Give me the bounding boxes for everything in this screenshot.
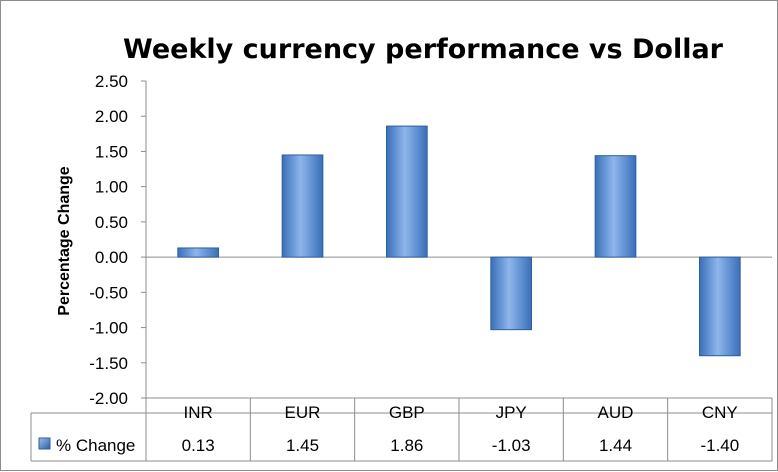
bars <box>177 125 741 357</box>
category-label: JPY <box>496 403 527 422</box>
data-table: INR 0.13 EUR 1.45 GBP 1.86 JPY -1.03 AUD 1.44 CNY -… <box>30 397 773 462</box>
bar-gbp <box>385 125 428 258</box>
category-label: EUR <box>285 403 321 422</box>
y-tick-label: 1.50 <box>95 142 128 161</box>
y-tick-label: -1.00 <box>89 319 128 338</box>
bar-eur <box>281 154 324 258</box>
y-tick-label: -2.00 <box>89 389 128 408</box>
category-label: CNY <box>702 403 738 422</box>
value-label: 0.13 <box>182 436 215 455</box>
y-tick-label: 1.00 <box>95 178 128 197</box>
y-tick-label: 0.00 <box>95 248 128 267</box>
y-tick-label: 2.50 <box>95 72 128 91</box>
category-label: INR <box>184 403 213 422</box>
series-name: % Change <box>56 436 135 455</box>
y-tick-label: 0.50 <box>95 213 128 232</box>
bar-inr <box>177 247 220 258</box>
value-label: 1.44 <box>599 436 632 455</box>
value-label: 1.86 <box>390 436 423 455</box>
value-label: -1.40 <box>700 436 739 455</box>
y-tick-label: 2.00 <box>95 107 128 126</box>
bar-cny <box>698 256 741 357</box>
category-label: AUD <box>598 403 634 422</box>
y-tick-label: -0.50 <box>89 283 128 302</box>
bar-aud <box>594 155 637 258</box>
bar-jpy <box>490 256 533 331</box>
y-axis-label: Percentage Change <box>56 166 73 315</box>
legend-key-icon <box>38 437 51 450</box>
value-label: -1.03 <box>492 436 531 455</box>
value-label: 1.45 <box>286 436 319 455</box>
category-label: GBP <box>389 403 425 422</box>
y-axis: 2.50 2.00 1.50 1.00 0.50 0.00 -0.50 -1.00 -1.50 -… <box>89 72 772 408</box>
chart-title: Weekly currency performance vs Dollar <box>123 34 724 65</box>
y-tick-label: -1.50 <box>89 354 128 373</box>
